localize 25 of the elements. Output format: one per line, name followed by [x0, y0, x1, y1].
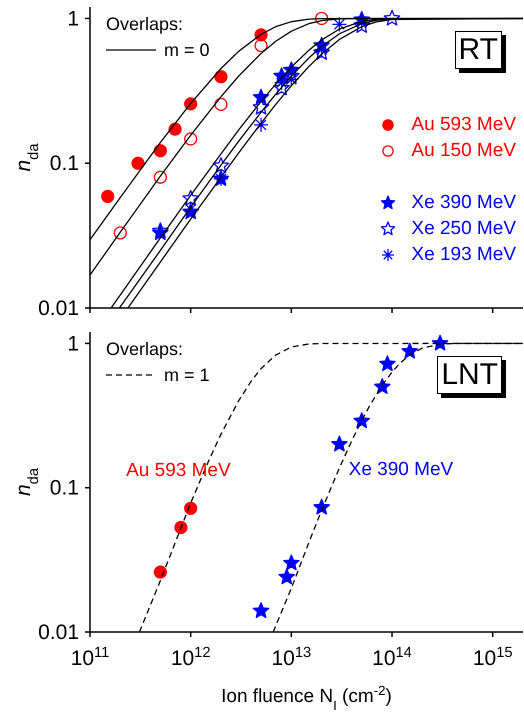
legend-label: Xe 250 MeV [411, 217, 516, 241]
series-label: Au 593 MeV [126, 460, 231, 482]
x-tick-label: 10$^{13}$ [271, 645, 312, 670]
x-tick-label: 10$^{11}$ [70, 645, 110, 670]
legend-label: Xe 193 MeV [411, 243, 516, 267]
y-tick-label: 0.1 [50, 152, 79, 176]
y-tick-label: 0.01 [38, 621, 79, 644]
y-tick-label: 0.1 [50, 476, 79, 500]
legend-label: Au 150 MeV [411, 139, 516, 163]
y-tick-label: 0.01 [38, 297, 79, 320]
y-tick-label: 1 [67, 7, 79, 30]
legend-label: Au 593 MeV [411, 113, 516, 137]
x-tick-label: 10$^{14}$ [372, 645, 412, 670]
annotation: RT [458, 33, 498, 66]
x-axis-title: Ion fluence N$_{I}$ (cm$^{-2}$) [221, 682, 392, 712]
series-label: Xe 390 MeV [348, 459, 454, 482]
x-tick-label: 10$^{12}$ [170, 645, 211, 670]
legend-title: Overlaps: [106, 13, 184, 36]
annotation: LNT [441, 358, 498, 391]
y-tick-label: 1 [67, 332, 79, 356]
legend-title: Overlaps: [106, 338, 184, 361]
legend-label: Xe 390 MeV [411, 191, 516, 215]
legend-label: m = 0 [164, 39, 210, 62]
x-tick-label: 10$^{15}$ [472, 645, 513, 670]
legend-label: m = 1 [164, 364, 210, 387]
